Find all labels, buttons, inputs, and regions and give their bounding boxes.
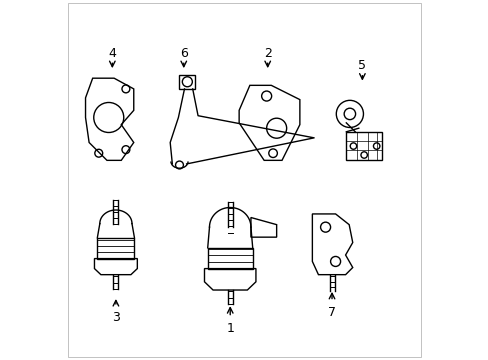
Text: 1: 1	[226, 322, 234, 335]
Text: 5: 5	[358, 59, 366, 72]
Bar	[207, 248, 252, 269]
Text: 3: 3	[112, 311, 120, 324]
Text: 7: 7	[327, 306, 335, 319]
Text: 6: 6	[180, 47, 187, 60]
Text: 2: 2	[263, 47, 271, 60]
Text: 4: 4	[108, 47, 116, 60]
Bar	[97, 238, 134, 258]
